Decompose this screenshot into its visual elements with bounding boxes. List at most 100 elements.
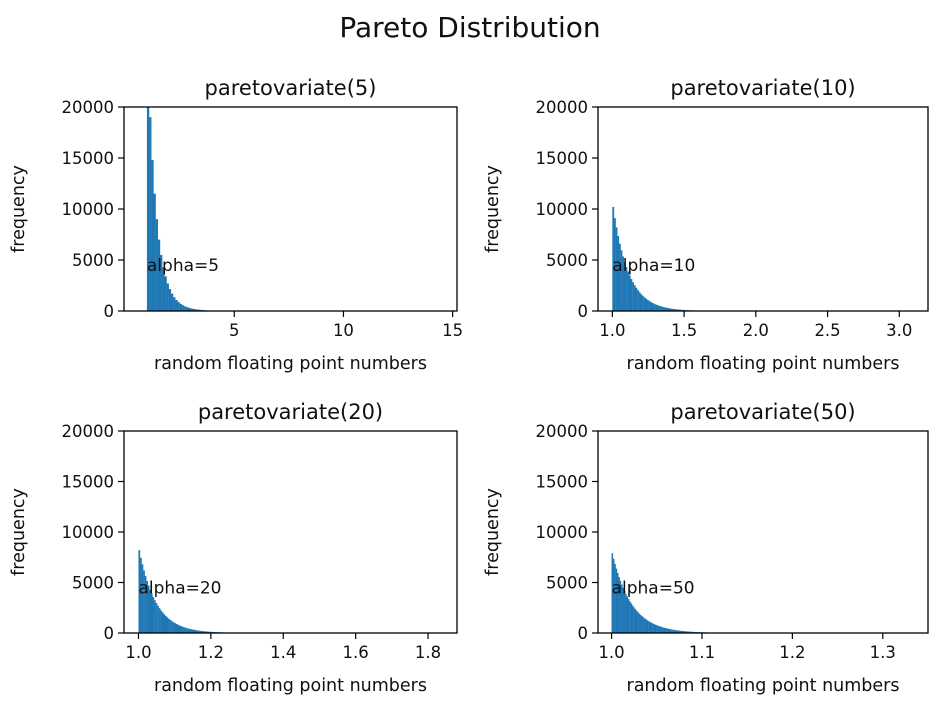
x-tick-label: 1.2 (198, 643, 224, 662)
y-tick-label: 10000 (536, 523, 589, 542)
histogram-bar (656, 305, 659, 311)
histogram-bar (179, 303, 183, 311)
histogram-bar (185, 627, 187, 633)
histogram-bar (188, 628, 190, 633)
histogram-bar (146, 107, 150, 311)
histogram-bar (203, 631, 206, 633)
y-axis-label: frequency (483, 488, 503, 576)
histogram-bar (668, 628, 671, 633)
histogram-bar (618, 577, 620, 633)
x-tick-label: 15 (442, 321, 463, 340)
histogram-bar (150, 593, 153, 633)
x-tick-label: 5 (229, 321, 240, 340)
histogram-bar (170, 293, 174, 311)
histogram-bar (679, 630, 681, 633)
y-tick-label: 20000 (536, 98, 589, 117)
histogram-bar (678, 309, 681, 311)
histogram-bar (664, 627, 666, 633)
histogram-bar (192, 629, 195, 633)
histogram-bar (169, 619, 172, 633)
histogram-bar (155, 603, 158, 633)
histogram-bar (620, 250, 623, 311)
histogram-bar (151, 160, 154, 311)
subplot-title: paretovariate(5) (205, 76, 377, 100)
y-tick-label: 20000 (536, 422, 589, 441)
histogram-bar (183, 627, 186, 633)
histogram-bar (168, 618, 170, 633)
histogram-bar (645, 619, 647, 633)
histogram-bar (633, 285, 636, 311)
histogram-bar (676, 309, 679, 311)
y-tick-label: 5000 (546, 251, 588, 270)
histogram-bars (612, 206, 745, 311)
histogram-bar (147, 585, 150, 633)
histogram-bars (146, 107, 257, 311)
histogram-bar (657, 625, 660, 633)
histogram-bar (648, 621, 650, 633)
histogram-bar (140, 557, 142, 633)
histogram-bar (684, 631, 687, 633)
x-tick-label: 1.8 (415, 643, 441, 662)
histogram-bar (640, 615, 642, 633)
histogram-bar (637, 290, 639, 311)
y-tick-label: 10000 (62, 523, 115, 542)
x-tick-label: 1.4 (270, 643, 296, 662)
histogram-bar (653, 303, 656, 311)
histogram-bar (670, 308, 672, 311)
y-tick-label: 0 (578, 302, 589, 321)
histogram-bar (659, 626, 661, 633)
histogram-bar (635, 610, 638, 633)
axes-frame (123, 106, 458, 312)
histogram-bar (678, 630, 680, 633)
histogram-bar (626, 596, 628, 633)
x-tick-label: 1.2 (779, 643, 805, 662)
x-tick-label: 1.3 (870, 643, 896, 662)
histogram-bar (192, 308, 196, 311)
histogram-bar (628, 275, 631, 311)
histogram-bar (667, 628, 669, 633)
y-tick-label: 20000 (62, 422, 115, 441)
histogram-bar (622, 256, 625, 311)
histogram-bar (164, 615, 167, 633)
histogram-bar (623, 590, 626, 633)
histogram-bar (199, 630, 201, 633)
histogram-bar (171, 621, 173, 633)
histogram-bar (194, 630, 197, 633)
histogram-bar (638, 292, 641, 311)
histogram-bar (622, 587, 624, 633)
histogram-bar (611, 553, 614, 633)
histogram-bar (687, 631, 690, 633)
subplot-2: alpha=10 1.0 1.5 2.0 2.5 3.0 0 5000 10000 15000 20… (483, 76, 929, 374)
histogram-bar (166, 617, 169, 633)
histogram-bar (672, 629, 675, 633)
alpha-annotation: alpha=5 (147, 256, 219, 276)
y-tick-label: 15000 (536, 149, 589, 168)
histogram-bar (618, 243, 621, 311)
histogram-bar (650, 622, 653, 633)
x-tick-label: 2.5 (814, 321, 840, 340)
histogram-bar (166, 283, 169, 311)
histogram-bar (172, 622, 175, 633)
histogram-bar (617, 236, 620, 311)
histogram-bar (175, 299, 178, 311)
histogram-bars (138, 550, 256, 633)
histogram-bar (621, 584, 623, 633)
y-axis-label: frequency (483, 165, 503, 253)
histogram-bar (184, 306, 187, 311)
histogram-bar (631, 605, 634, 633)
histogram-bar (649, 622, 652, 633)
histogram-bar (643, 297, 646, 311)
histogram-bar (188, 307, 191, 311)
histogram-bar (680, 630, 683, 633)
x-tick-label: 10 (333, 321, 354, 340)
x-tick-label: 1.6 (343, 643, 369, 662)
histogram-bar (191, 629, 194, 633)
histogram-bar (144, 575, 147, 633)
histogram-bar (688, 631, 691, 633)
histogram-bar (627, 598, 630, 633)
histogram-bar (157, 239, 161, 311)
histogram-bar (175, 624, 178, 633)
histogram-bar (196, 630, 198, 633)
y-tick-label: 10000 (536, 200, 589, 219)
